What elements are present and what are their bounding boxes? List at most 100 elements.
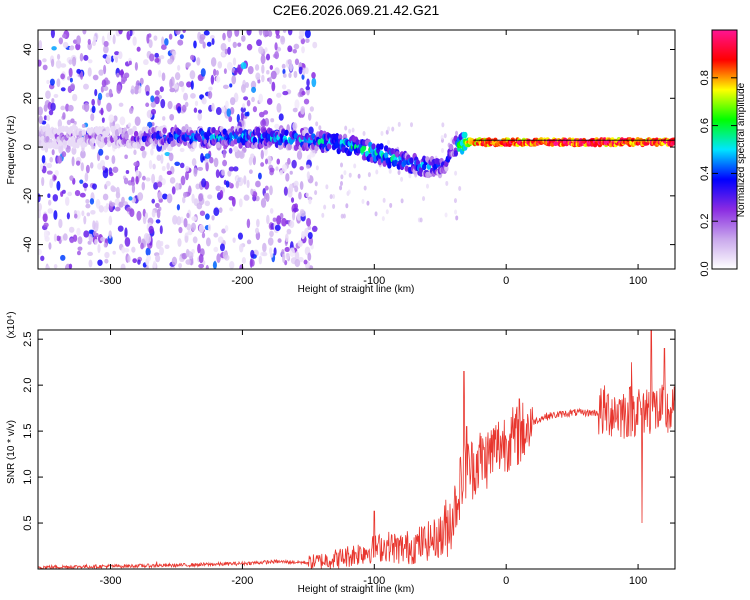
spectrogram-noise-cell [287,45,293,53]
spectrogram-noise-cell [104,258,109,264]
spectrogram-noise-cell [121,76,128,83]
spectrogram-noise-cell [231,74,237,85]
spectrogram-noise-cell [125,169,130,175]
spectrogram-noise-cell [101,117,105,123]
spectrogram-noise-cell [199,39,205,44]
snr-x-axis-label: Height of straight line (km) [298,584,415,595]
spectrogram-noise-cell [240,84,246,93]
spectrogram-noise-cell [169,113,175,121]
spectrogram-ridge-cell [197,135,202,143]
spectrogram-noise-cell [61,33,67,39]
spectrogram-noise-cell [183,217,188,228]
spectrogram-noise-cell [154,202,160,208]
spectrogram-noise-cell [440,134,444,140]
spectrogram-noise-cell [391,126,395,132]
spectrogram-noise-cell [222,250,228,260]
spectrogram-noise-cell [257,78,261,84]
spectrogram-noise-cell [285,173,290,182]
spectrogram-frame [37,29,676,270]
spectrogram-noise-cell [79,179,84,184]
spectrogram-noise-cell [46,114,51,122]
spectrogram-noise-cell [171,50,177,56]
spectrogram-noise-cell [79,53,84,62]
spectrogram-noise-cell [66,119,72,125]
colorbar-ticks: 0.0 0.2 0.4 0.6 0.8 [699,70,737,277]
spectrogram-noise-cell [168,33,173,40]
spectrogram-noise-cell [83,230,90,238]
spectrogram-noise-cell [197,112,203,121]
spectrogram-noise-cell [221,51,226,57]
spectrogram-noise-cell [67,191,73,197]
spectrogram-noise-cell [197,166,204,171]
spectrogram-ridge-cell [105,126,110,133]
snr-y-tick-label: 1.5 [22,423,34,438]
spectrogram-noise-cell [213,68,217,77]
spectrogram-noise-cell [454,170,458,176]
spectrogram-noise-cell [293,43,300,50]
spectrogram-noise-cell [176,216,182,226]
spectrogram-noise-cell [190,54,195,61]
spectrogram-noise-cell [387,126,391,132]
spectrogram-noise-cell [186,81,192,88]
spectrogram-noise-cell [102,168,109,179]
spectrogram-noise-cell [150,148,154,156]
snr-x-ticks: -300 -200 -100 0 100 [100,330,647,587]
spectrogram-noise-cell [269,185,273,196]
spectrogram-noise-cell [182,196,186,204]
spectrogram-noise-cell [187,230,193,236]
spectrogram-noise-cell [46,79,50,85]
spectrogram-noise-cell [274,123,280,129]
spectrogram-noise-cell [213,246,219,253]
spectrogram-noise-cell [60,105,66,111]
spectrogram-noise-cell [304,67,309,75]
spectrogram-noise-cell [332,203,336,209]
spectrogram-noise-cell [281,63,286,69]
spectrogram-noise-cell [171,186,176,195]
spectrogram-noise-cell [387,139,391,145]
spectrogram-ridge-cell [284,129,289,136]
spectrogram-noise-cell [388,168,392,174]
spectrogram-ridge-cell [70,135,76,143]
spectrogram-noise-cell [325,184,329,190]
spectrogram-noise-cell [241,257,246,264]
spectrogram-noise-cell [282,68,286,75]
spectrogram-noise-cell [53,264,58,269]
spectrogram-noise-cell [174,161,181,166]
spectrogram-noise-cell [205,264,209,269]
spectrogram-noise-cell [92,74,99,81]
spectrogram-noise-cell [234,30,240,37]
spectrogram-noise-cell [148,39,153,49]
spectrogram-noise-cell [222,149,226,159]
spectrogram-noise-cell [400,176,404,182]
spectrogram-noise-cell [314,190,318,196]
spectrogram-noise-cell [118,30,123,35]
spectrogram-noise-cell [293,70,298,79]
spectrogram-noise-cell [203,30,210,36]
spectrogram-noise-cell [292,211,296,221]
colorbar-tick-label: 0.4 [699,166,711,181]
spectrogram-noise-cell [267,237,274,246]
spectrogram-noise-cell [98,205,104,213]
spectrogram-noise-cell [100,107,104,116]
spectrogram-noise-cell [229,207,234,212]
spectrogram-noise-cell [425,183,429,189]
spectrogram-noise-cell [164,244,170,250]
spectrogram-noise-cell [261,74,265,83]
spectrogram-noise-cell [154,57,160,63]
spectrogram-noise-cell [258,93,264,104]
spectrogram-noise-cell [248,156,253,166]
spectrogram-noise-cell [232,41,237,48]
spectrogram-noise-cell [292,207,299,213]
spectrogram-noise-cell [210,74,215,85]
spectrogram-noise-cell [312,41,318,49]
spectrogram-noise-cell [184,235,189,243]
colorbar-tick-label: 0.0 [699,261,711,276]
colorbar-label: Normalized spectral amplitude [736,82,747,217]
spectrogram-noise-cell [278,113,284,121]
spectrogram-noise-cell [124,154,128,159]
spectrogram-noise-cell [299,181,304,190]
spectrogram-noise-cell [206,41,212,47]
spectrogram-noise-cell [71,56,77,67]
spectrogram-noise-cell [287,59,292,65]
spectrogram-noise-cell [264,147,268,157]
